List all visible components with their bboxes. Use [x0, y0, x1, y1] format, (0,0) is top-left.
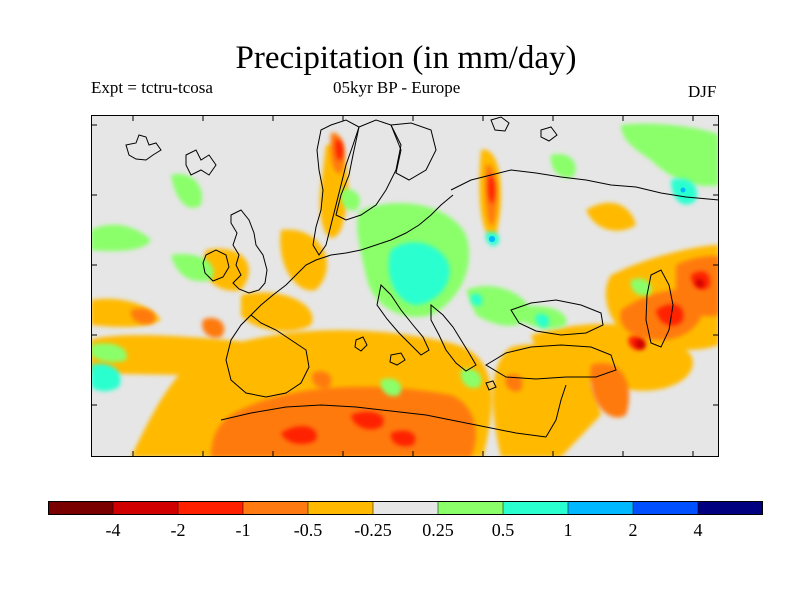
colorbar-tick-label: 1: [563, 520, 573, 540]
field-band-cyan: [91, 178, 697, 392]
colorbar-swatch: [437, 501, 504, 515]
colorbar-tick-label: 2: [628, 520, 638, 540]
season-label: DJF: [688, 82, 717, 101]
colorbar-tick-label: -2: [170, 520, 186, 540]
colorbar-swatch: [48, 501, 114, 515]
colorbar-swatch: [112, 501, 179, 515]
colorbar-swatch: [567, 501, 634, 515]
colorbar-tick-label: 0.25: [422, 520, 454, 540]
experiment-label: Expt = tctru-tcosa: [91, 78, 213, 97]
page-title: Precipitation (in mm/day): [235, 40, 577, 76]
colorbar-swatch: [632, 501, 699, 515]
colorbar-swatch: [307, 501, 374, 515]
colorbar-swatch: [502, 501, 569, 515]
colorbar-tick-label: -0.25: [354, 520, 392, 540]
colorbar-tick-label: -4: [105, 520, 121, 540]
field-band-blue: [489, 187, 686, 242]
colorbar-swatch: [242, 501, 309, 515]
colorbar-tick-label: 4: [693, 520, 703, 540]
colorbar-swatch: [697, 501, 763, 515]
precipitation-map: [91, 115, 719, 457]
period-region-label: 05kyr BP - Europe: [333, 78, 461, 97]
colorbar-swatch: [177, 501, 244, 515]
colorbar-tick-label: 0.5: [491, 520, 515, 540]
coastlines: [125, 116, 719, 438]
colorbar-swatch: [372, 501, 439, 515]
field-band-dark-red: [635, 278, 704, 350]
colorbar-tick-label: -0.5: [293, 520, 323, 540]
map-frame: [91, 115, 719, 457]
colorbar: [48, 501, 763, 515]
colorbar-tick-label: -1: [235, 520, 251, 540]
